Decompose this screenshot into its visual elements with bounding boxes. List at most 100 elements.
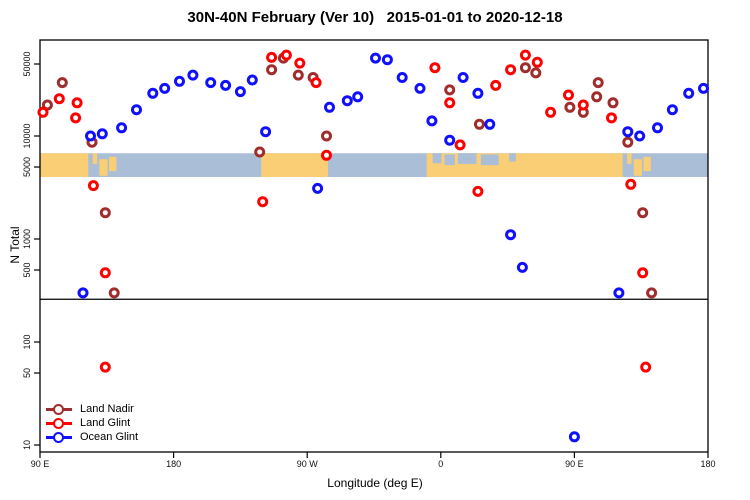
data-point (634, 130, 646, 142)
data-point (652, 122, 663, 134)
data-point (321, 149, 332, 161)
svg-text:180: 180 (700, 459, 715, 469)
data-point (484, 118, 496, 130)
data-point (99, 361, 111, 373)
data-point (666, 104, 678, 116)
data-point (87, 180, 99, 192)
series-land-glint (37, 49, 652, 373)
x-axis-title: Longitude (deg E) (327, 476, 423, 490)
data-point (174, 75, 185, 87)
y-axis: 50000 10000 5000 1000 500 100 50 10 (22, 51, 40, 450)
data-point (56, 77, 68, 89)
land-nadir-marker-icon (46, 403, 72, 415)
svg-text:50: 50 (22, 368, 32, 378)
data-point (505, 229, 517, 241)
data-point (266, 64, 278, 76)
legend-label: Land Glint (80, 417, 131, 429)
data-point (473, 118, 485, 130)
data-point (341, 95, 353, 107)
svg-text:0: 0 (438, 459, 443, 469)
legend-item-0: Land Nadir (46, 402, 138, 416)
data-point (637, 267, 649, 279)
data-point (625, 178, 637, 190)
data-point (637, 207, 649, 219)
data-point (77, 287, 89, 299)
svg-text:90 E: 90 E (565, 459, 584, 469)
data-point (381, 54, 393, 66)
map-strip (40, 153, 708, 177)
data-point (396, 72, 408, 83)
data-point (159, 82, 171, 94)
data-point (96, 128, 108, 140)
svg-text:90 W: 90 W (297, 459, 319, 469)
legend-item-2: Ocean Glint (46, 430, 138, 444)
data-point (519, 49, 531, 61)
data-point (640, 361, 652, 373)
data-point (490, 79, 502, 91)
data-point (505, 64, 517, 76)
data-point (294, 57, 306, 69)
data-point (545, 106, 557, 118)
legend-label: Land Nadir (80, 403, 134, 415)
data-point (613, 287, 625, 299)
data-point (646, 287, 658, 299)
data-point (370, 52, 381, 64)
legend: Land Nadir Land Glint Ocean Glint (46, 402, 138, 444)
data-point (444, 134, 456, 146)
data-point (530, 67, 542, 79)
data-point (205, 77, 217, 89)
data-point (606, 112, 617, 124)
data-point (260, 126, 272, 138)
data-point (131, 104, 142, 116)
svg-text:90 E: 90 E (31, 459, 50, 469)
land-glint-marker-icon (46, 417, 72, 429)
ocean-glint-marker-icon (46, 431, 72, 443)
data-point (321, 130, 332, 142)
data-point (266, 51, 278, 63)
data-point (622, 126, 634, 138)
legend-label: Ocean Glint (80, 431, 139, 443)
data-point (516, 261, 528, 273)
data-point (254, 146, 266, 158)
series-ocean-glint (77, 52, 709, 443)
plot-border (39, 39, 709, 453)
data-point (70, 112, 82, 124)
data-point (457, 72, 469, 83)
data-point (531, 56, 543, 68)
data-point (444, 97, 456, 109)
data-point (564, 101, 576, 113)
svg-text:1000: 1000 (22, 229, 32, 249)
data-point (108, 287, 120, 299)
data-point (429, 62, 441, 74)
data-point (577, 99, 589, 111)
data-point (234, 86, 246, 98)
data-point (414, 82, 426, 94)
data-point (352, 91, 364, 103)
data-point (698, 82, 709, 94)
data-point (99, 207, 111, 219)
data-point (280, 49, 292, 61)
data-point (607, 97, 619, 109)
svg-text:500: 500 (22, 262, 32, 277)
data-point (147, 87, 159, 99)
data-point (312, 182, 324, 194)
data-point (563, 89, 574, 101)
svg-text:180: 180 (166, 459, 181, 469)
legend-item-1: Land Glint (46, 416, 138, 430)
data-point (454, 139, 466, 151)
data-point (519, 62, 531, 74)
svg-text:50000: 50000 (22, 51, 32, 76)
data-point (444, 84, 456, 96)
data-point (257, 196, 269, 208)
svg-text:100: 100 (22, 334, 32, 349)
data-point (99, 267, 111, 279)
data-point (187, 69, 199, 81)
chart-title: 30N-40N February (Ver 10) 2015-01-01 to … (187, 9, 563, 26)
data-point (472, 87, 484, 99)
data-point (426, 115, 438, 127)
data-point (292, 69, 304, 81)
data-point (622, 136, 634, 148)
data-point (472, 185, 484, 197)
